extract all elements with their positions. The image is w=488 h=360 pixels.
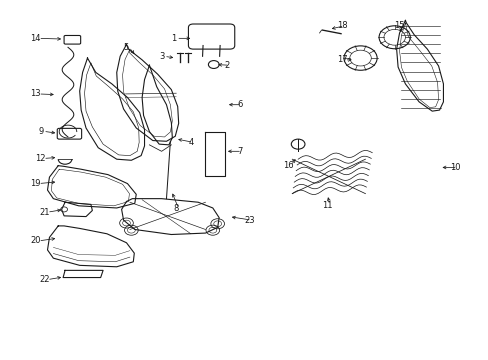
Text: 1: 1 — [171, 34, 176, 43]
Text: 10: 10 — [449, 163, 460, 172]
Text: 23: 23 — [244, 216, 254, 225]
Text: 22: 22 — [39, 275, 50, 284]
Text: 2: 2 — [224, 61, 229, 70]
Text: 7: 7 — [237, 147, 242, 156]
Text: 5: 5 — [123, 43, 129, 52]
Text: 20: 20 — [30, 237, 41, 246]
Text: 6: 6 — [237, 100, 242, 109]
Text: 4: 4 — [188, 138, 193, 147]
Text: 19: 19 — [30, 179, 41, 188]
Text: 15: 15 — [393, 21, 404, 30]
Text: 21: 21 — [39, 208, 50, 217]
Text: 17: 17 — [336, 55, 346, 64]
Text: 18: 18 — [336, 21, 346, 30]
Text: 8: 8 — [173, 204, 179, 213]
Text: 12: 12 — [35, 154, 46, 163]
Text: 11: 11 — [322, 201, 332, 210]
Text: 9: 9 — [38, 127, 43, 136]
Text: 14: 14 — [30, 34, 41, 43]
Text: 3: 3 — [159, 52, 164, 61]
Text: 13: 13 — [30, 89, 41, 98]
Text: 16: 16 — [283, 161, 293, 170]
